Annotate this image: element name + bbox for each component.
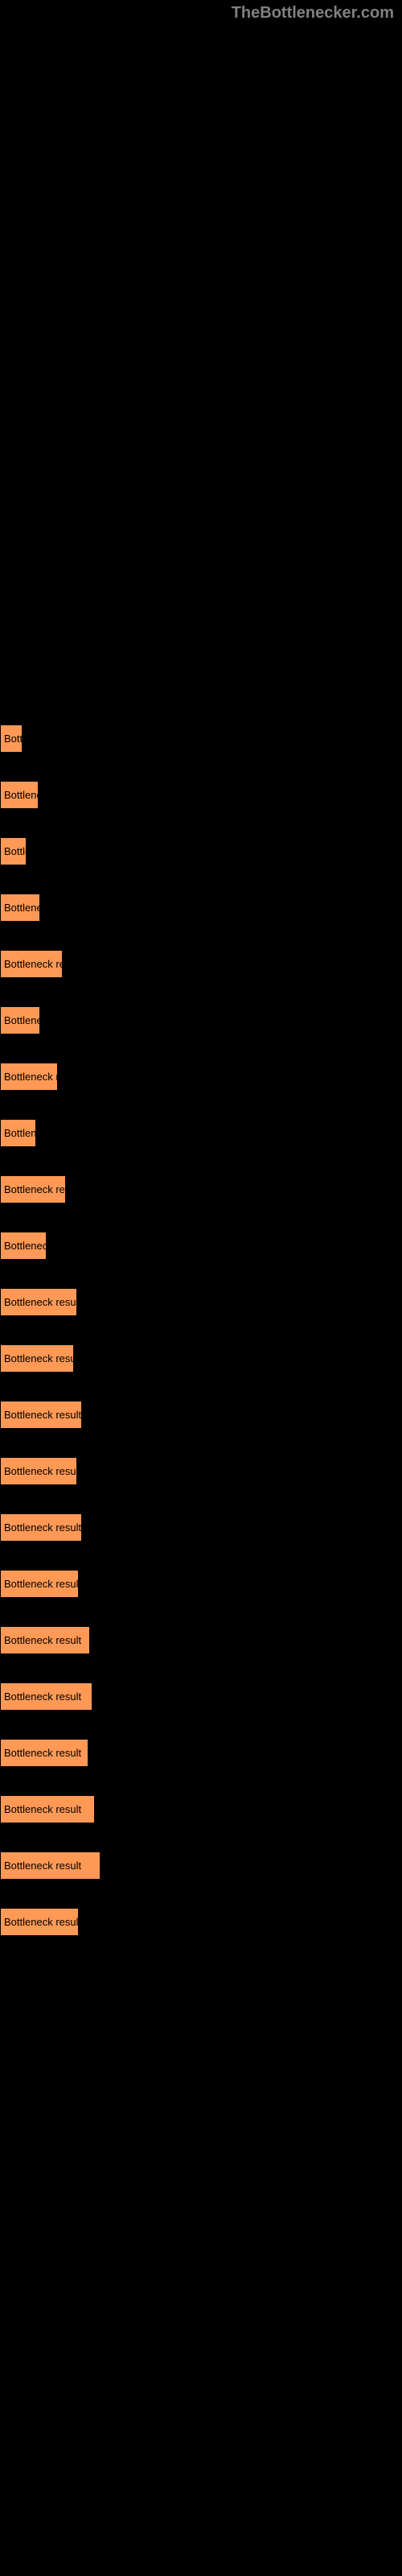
- chart-bar: Bottleneck: [0, 1006, 40, 1034]
- bar-row: Bottleneck result: [0, 1626, 402, 1654]
- chart-bar: Bottlenec: [0, 781, 39, 809]
- chart-bar: Bottleneck result: [0, 1739, 88, 1767]
- bar-row: Bottleneck result: [0, 1570, 402, 1598]
- chart-bar: Bottleneck result: [0, 1401, 82, 1429]
- bar-row: Bottleneck result: [0, 1908, 402, 1936]
- chart-bar: Bottleneck result: [0, 1682, 92, 1711]
- bar-row: Bottleneck: [0, 894, 402, 922]
- chart-bar: Bottleneck result: [0, 1570, 79, 1598]
- bar-row: Bottleneck result: [0, 1739, 402, 1767]
- bar-row: Bottlenec: [0, 781, 402, 809]
- chart-bar: Bottleneck result: [0, 1513, 82, 1542]
- bar-row: Bottleneck result: [0, 1795, 402, 1823]
- bar-row: Bottleneck result: [0, 1513, 402, 1542]
- bar-row: Bottleneck result: [0, 1682, 402, 1711]
- bar-row: Bottlenec: [0, 1119, 402, 1147]
- bar-chart: Bott Bottlenec Bottle Bottleneck Bottleneck …: [0, 0, 402, 2004]
- chart-bar: Bottleneck: [0, 894, 40, 922]
- chart-bar: Bottleneck result: [0, 1344, 74, 1373]
- chart-bar: Bottleneck re: [0, 1063, 58, 1091]
- bar-row: Bottleneck result: [0, 1401, 402, 1429]
- bar-row: Bottleneck result: [0, 1288, 402, 1316]
- bar-row: Bottleneck re: [0, 1063, 402, 1091]
- chart-bar: Bottleneck result: [0, 1852, 100, 1880]
- bar-row: Bottleneck result: [0, 1457, 402, 1485]
- chart-bar: Bottleneck resu: [0, 1175, 66, 1203]
- chart-bar: Bottleneck result: [0, 1457, 77, 1485]
- chart-bar: Bott: [0, 724, 23, 753]
- chart-bar: Bottleneck result: [0, 1908, 79, 1936]
- bar-row: Bottleneck result: [0, 1344, 402, 1373]
- chart-bar: Bottleneck result: [0, 1626, 90, 1654]
- chart-bar: Bottleneck result: [0, 1795, 95, 1823]
- bar-row: Bottleneck resu: [0, 1175, 402, 1203]
- bar-row: Bottle: [0, 837, 402, 865]
- chart-bar: Bottlenec: [0, 1119, 36, 1147]
- bar-row: Bottleneck res: [0, 950, 402, 978]
- bar-row: Bottleneck result: [0, 1852, 402, 1880]
- bar-row: Bottleneck r: [0, 1232, 402, 1260]
- chart-bar: Bottleneck res: [0, 950, 63, 978]
- bar-row: Bott: [0, 724, 402, 753]
- chart-bar: Bottleneck result: [0, 1288, 77, 1316]
- watermark-text: TheBottlenecker.com: [232, 4, 394, 23]
- bar-row: Bottleneck: [0, 1006, 402, 1034]
- chart-bar: Bottleneck r: [0, 1232, 47, 1260]
- chart-bar: Bottle: [0, 837, 27, 865]
